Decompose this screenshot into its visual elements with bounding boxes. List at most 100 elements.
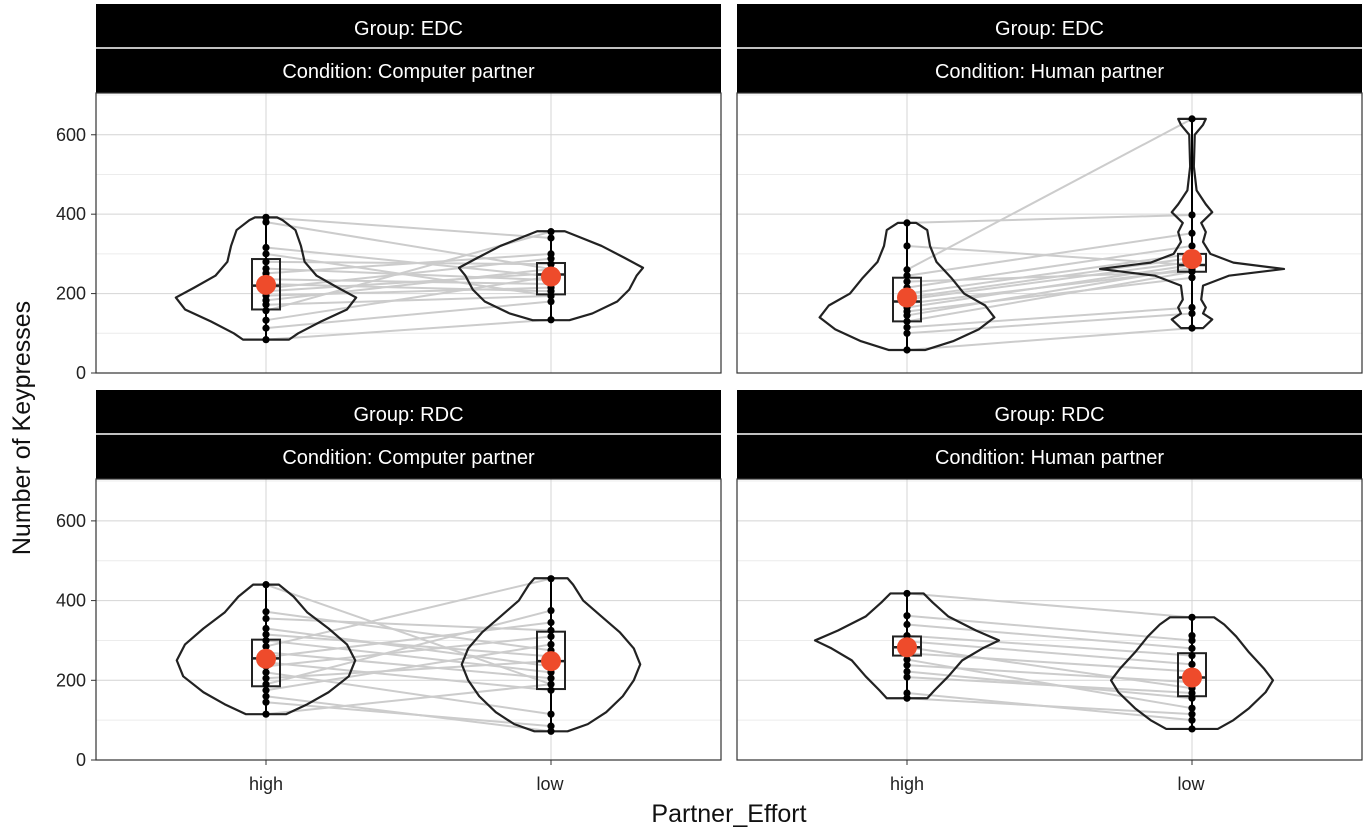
pair-line [265, 246, 552, 278]
strip-high-point [262, 316, 270, 324]
strip-low-point [547, 686, 555, 694]
strip-label-condition: Condition: Computer partner [282, 447, 535, 469]
strip-high-point [262, 307, 270, 315]
strip-high-point [903, 266, 911, 274]
facet-panel-3: Group: RDC Condition: Computer partner 0 20… [56, 390, 722, 770]
y-axis-title: Number of Keypresses [8, 301, 36, 555]
y-tick-label: 400 [56, 591, 86, 611]
strip-high-point [903, 278, 911, 286]
strip-high-point [262, 686, 270, 694]
strip-low-point [1188, 632, 1196, 640]
x-tick-label-right-low: low [1177, 774, 1205, 794]
y-tick-label: 0 [76, 750, 86, 770]
pair-line [265, 617, 552, 632]
strip-high-point [903, 667, 911, 676]
x-tick-label-left-low: low [536, 774, 564, 794]
strip-low-point [1188, 115, 1196, 123]
strip-high-point [903, 329, 911, 337]
y-tick-label: 200 [56, 670, 86, 690]
strip-high-point [903, 219, 911, 227]
pair-line [265, 300, 552, 330]
strip-low-point [547, 228, 555, 236]
strip-high-point [262, 680, 270, 688]
pair-line [906, 117, 1193, 271]
strip-low-point [547, 626, 555, 635]
strip-low-point [1188, 242, 1196, 250]
strip-label-group: Group: RDC [994, 404, 1104, 426]
pair-line [906, 312, 1193, 335]
strip-label-group: Group: EDC [995, 18, 1104, 40]
strip-low-point [1188, 660, 1196, 668]
strip-high-point [903, 661, 911, 669]
pair-line [906, 646, 1193, 690]
panel-border [736, 478, 1363, 761]
x-tick-label-left-high: high [249, 774, 283, 794]
strip-high-point [903, 589, 911, 598]
pair-line [265, 683, 552, 716]
strip-low-point [1188, 725, 1196, 733]
strip-low-point [1188, 613, 1196, 621]
strip-high-point [903, 694, 911, 702]
panel-background [737, 93, 1362, 373]
mean-point-high [897, 287, 917, 308]
mean-point-low [541, 651, 561, 672]
strip-high-point [262, 608, 270, 616]
strip-low-point [547, 674, 555, 682]
pair-line [906, 623, 1193, 650]
pair-line [906, 252, 1193, 295]
strip-high-point [262, 336, 270, 344]
strip-low-point [1188, 710, 1196, 718]
strip-high-point [903, 346, 911, 354]
strip-low-point [547, 727, 555, 735]
strip-high-point [262, 624, 270, 633]
pair-line [265, 695, 552, 733]
panel-border [736, 92, 1363, 374]
strip-low-point [1188, 694, 1196, 702]
pair-line [265, 633, 552, 658]
strip-high-point [262, 630, 270, 639]
pair-line [906, 640, 1193, 666]
pair-line [265, 660, 552, 680]
facet-panel-1: Group: EDC Condition: Computer partner 0 20… [56, 4, 722, 383]
pair-line [265, 294, 552, 306]
y-tick-label: 600 [56, 511, 86, 531]
pair-line [265, 627, 552, 668]
pair-line [265, 216, 552, 239]
x-tick-label-right-high: high [890, 774, 924, 794]
mean-point-high [897, 637, 917, 658]
pair-line [906, 306, 1193, 329]
strip-low-point [547, 575, 555, 583]
pair-line [265, 635, 552, 668]
pair-line [265, 651, 552, 680]
strip-high-point [262, 213, 270, 221]
strip-low-point [1188, 704, 1196, 712]
strip-high-point [262, 698, 270, 706]
strip-low-point [547, 618, 555, 627]
strip-low-point [1188, 274, 1196, 282]
pair-line [906, 592, 1193, 619]
strip-low-point [547, 260, 555, 268]
strip-low-point [1188, 211, 1196, 219]
pair-line [265, 252, 552, 297]
pair-line [265, 221, 552, 270]
strip-high-point [262, 642, 270, 651]
x-axis-title: Partner_Effort [651, 800, 806, 828]
y-tick-label: 400 [56, 204, 86, 224]
strip-label-group: Group: EDC [354, 18, 463, 40]
pair-line [265, 661, 552, 692]
strip-low-point [1188, 303, 1196, 312]
strip-low-point [547, 250, 555, 258]
strip-high-point [903, 673, 911, 681]
strip-label-condition: Condition: Human partner [935, 61, 1164, 83]
strip-low-point [547, 606, 555, 615]
pair-lines [265, 577, 552, 733]
strip-low-point [547, 316, 555, 324]
pair-line [906, 213, 1193, 224]
strip-low-point [547, 680, 555, 688]
mean-point-high [256, 648, 276, 669]
y-tick-label: 0 [76, 363, 86, 383]
strip-high-point [262, 710, 270, 718]
strip-high-point [262, 692, 270, 700]
strip-high-point [262, 636, 270, 645]
